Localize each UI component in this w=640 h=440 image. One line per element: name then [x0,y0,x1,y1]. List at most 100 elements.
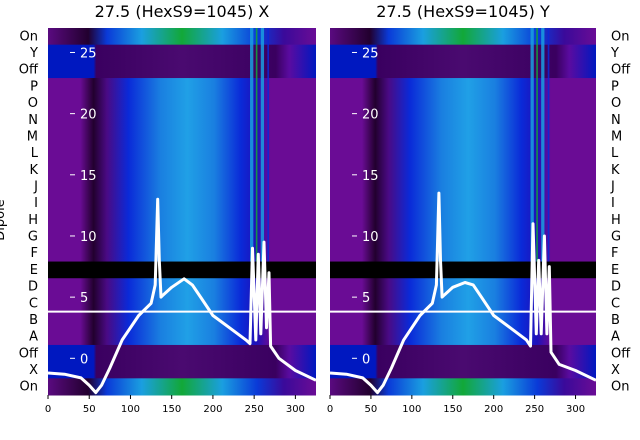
row-label-left: K [29,163,38,178]
heatmap-row [48,28,316,45]
heatmap-row [48,78,316,95]
row-label-left: Off [19,63,39,78]
row-label-left: On [20,380,38,395]
heatmap-row [48,312,316,329]
overlay-y-tick-label: 5 [362,291,370,306]
heatmap-row [48,212,316,229]
heatmap-row [330,195,596,212]
row-label-right: B [611,313,620,328]
heatmap-spike-column [548,28,550,262]
heatmap-row [330,78,596,95]
row-label-left: C [29,296,38,311]
overlay-y-tick-label: 25 [80,46,97,61]
row-label-right: H [611,213,621,228]
row-label-right: K [611,163,620,178]
heatmap-spike-column [256,28,258,262]
heatmap-row [48,195,316,212]
heatmap-row [330,28,596,45]
row-label-right: C [611,296,620,311]
heatmap-row [330,61,596,78]
row-label-right: On [611,380,629,395]
x-tick-label: 0 [45,404,51,415]
row-label-left: On [20,29,38,44]
row-label-right: O [611,96,621,111]
panel-title: 27.5 (HexS9=1045) Y [376,2,550,21]
row-label-right: P [611,79,619,94]
row-label-right: G [611,230,621,245]
heatmap-row [330,328,596,345]
overlay-y-tick-label: 0 [362,352,370,367]
heatmap-spike-column [250,28,253,262]
row-label-left: Off [19,346,39,361]
heatmap-row [330,212,596,229]
row-label-right: E [611,263,619,278]
overlay-y-tick-label: 10 [362,230,379,245]
row-label-left: O [28,96,38,111]
row-label-left: P [30,79,38,94]
heatmap-spike-column [536,28,538,262]
row-label-left: N [28,113,38,128]
x-tick-label: 200 [484,404,503,415]
row-label-left: M [27,129,38,144]
x-tick-label: 300 [286,404,305,415]
row-label-right: Off [611,63,631,78]
overlay-y-tick-label: 15 [362,169,379,184]
heatmap-row [48,128,316,145]
row-label-right: F [611,246,618,261]
row-label-right: Y [610,46,619,61]
row-label-left: L [31,146,39,161]
overlay-y-tick-label: 5 [80,291,88,306]
x-tick-label: 50 [365,404,378,415]
heatmap-row [330,128,596,145]
overlay-y-tick-label: 20 [362,108,379,123]
heatmap-spike-column [267,28,269,262]
row-label-right: X [611,363,620,378]
x-tick-label: 0 [327,404,333,415]
row-label-left: E [30,263,38,278]
heatmap-row [48,61,316,78]
overlay-y-tick-label: 10 [80,230,97,245]
x-tick-label: 150 [443,404,462,415]
x-tick-label: 300 [566,404,585,415]
x-tick-label: 50 [83,404,96,415]
x-tick-label: 250 [525,404,544,415]
row-label-right: I [611,196,615,211]
row-label-left: H [28,213,38,228]
panel-title: 27.5 (HexS9=1045) X [95,2,270,21]
row-label-left: D [28,280,38,295]
heatmap-row [48,378,316,395]
row-label-left: F [31,246,38,261]
x-tick-label: 200 [203,404,222,415]
row-label-right: A [611,330,620,345]
x-tick-label: 250 [245,404,264,415]
overlay-y-tick-label: 0 [80,352,88,367]
row-label-right: On [611,29,629,44]
row-label-left: Y [29,46,38,61]
y-axis-label: Dipole [0,199,8,240]
heatmap-row [330,145,596,162]
row-label-right: J [610,179,615,194]
row-label-left: A [29,330,38,345]
heatmap-row-e-band [330,262,596,279]
row-label-left: I [34,196,38,211]
heatmap-row [48,145,316,162]
row-label-left: G [28,230,38,245]
heatmap-row [330,378,596,395]
row-label-right: M [611,129,622,144]
heatmap-row [330,245,596,262]
panel-y: 27.5 (HexS9=1045) Y05101520250 50 100 150 20… [327,2,596,415]
overlay-y-tick-label: 25 [362,46,379,61]
row-label-right: L [611,146,619,161]
row-label-left: B [29,313,38,328]
row-label-left: X [29,363,38,378]
heatmap-row-e-band [48,262,316,279]
overlay-y-tick-label: 20 [80,108,97,123]
x-tick-label: 100 [402,404,421,415]
row-label-left: J [33,179,38,194]
heatmap-row [48,245,316,262]
row-label-right: Off [611,346,631,361]
row-label-right: D [611,280,621,295]
heatmap-row [48,328,316,345]
